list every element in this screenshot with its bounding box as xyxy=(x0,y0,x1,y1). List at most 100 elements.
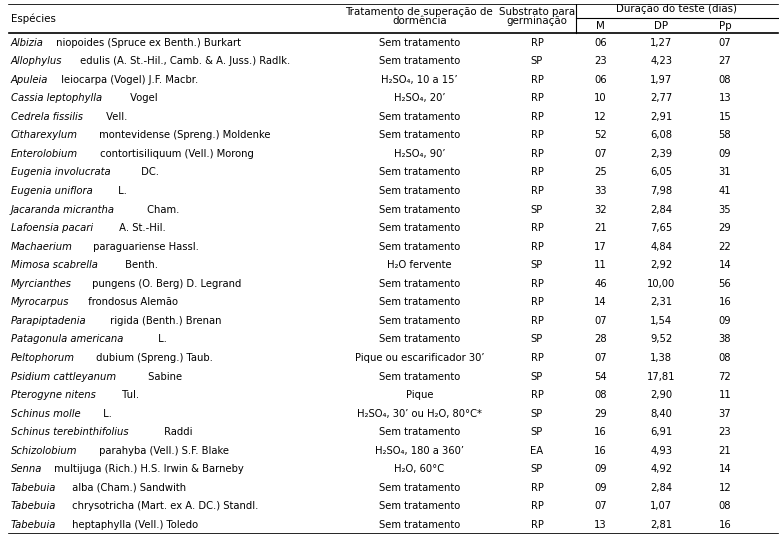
Text: Pique: Pique xyxy=(406,390,433,400)
Text: Sem tratamento: Sem tratamento xyxy=(378,520,460,530)
Text: 21: 21 xyxy=(594,223,607,233)
Text: Sem tratamento: Sem tratamento xyxy=(378,427,460,437)
Text: 56: 56 xyxy=(719,279,731,289)
Text: RP: RP xyxy=(530,483,543,493)
Text: 35: 35 xyxy=(719,205,731,215)
Text: 8,40: 8,40 xyxy=(651,409,673,419)
Text: 13: 13 xyxy=(594,520,607,530)
Text: 07: 07 xyxy=(594,353,607,363)
Text: 72: 72 xyxy=(719,372,731,381)
Text: SP: SP xyxy=(531,260,543,270)
Text: 37: 37 xyxy=(719,409,731,419)
Text: Tul.: Tul. xyxy=(120,390,139,400)
Text: 1,97: 1,97 xyxy=(650,75,673,85)
Text: SP: SP xyxy=(531,409,543,419)
Text: 7,98: 7,98 xyxy=(650,186,673,196)
Text: 17: 17 xyxy=(594,242,607,252)
Text: Sem tratamento: Sem tratamento xyxy=(378,56,460,66)
Text: 09: 09 xyxy=(594,465,607,474)
Text: SP: SP xyxy=(531,372,543,381)
Text: 52: 52 xyxy=(594,130,607,140)
Text: 31: 31 xyxy=(719,168,731,177)
Text: Sem tratamento: Sem tratamento xyxy=(378,223,460,233)
Text: niopoides (Spruce ex Benth.) Burkart: niopoides (Spruce ex Benth.) Burkart xyxy=(52,38,241,48)
Text: 6,05: 6,05 xyxy=(650,168,673,177)
Text: Tratamento de superação de: Tratamento de superação de xyxy=(346,6,493,17)
Text: Sem tratamento: Sem tratamento xyxy=(378,242,460,252)
Text: 2,39: 2,39 xyxy=(650,149,673,159)
Text: L.: L. xyxy=(100,409,112,419)
Text: contortisiliquum (Vell.) Morong: contortisiliquum (Vell.) Morong xyxy=(96,149,253,159)
Text: 12: 12 xyxy=(594,112,607,122)
Text: 2,84: 2,84 xyxy=(650,205,673,215)
Text: 2,81: 2,81 xyxy=(650,520,673,530)
Text: Sem tratamento: Sem tratamento xyxy=(378,279,460,289)
Text: Pp: Pp xyxy=(719,21,731,31)
Text: H₂O, 60°C: H₂O, 60°C xyxy=(394,465,444,474)
Text: 1,38: 1,38 xyxy=(650,353,673,363)
Text: Lafoensia pacari: Lafoensia pacari xyxy=(10,223,93,233)
Text: Vogel: Vogel xyxy=(127,93,158,103)
Text: Albizia: Albizia xyxy=(10,38,44,48)
Text: 09: 09 xyxy=(719,149,731,159)
Text: multijuga (Rich.) H.S. Irwin & Barneby: multijuga (Rich.) H.S. Irwin & Barneby xyxy=(51,465,243,474)
Text: Mimosa scabrella: Mimosa scabrella xyxy=(10,260,98,270)
Text: RP: RP xyxy=(530,520,543,530)
Text: RP: RP xyxy=(530,502,543,511)
Text: Parapiptadenia: Parapiptadenia xyxy=(10,316,86,326)
Text: RP: RP xyxy=(530,149,543,159)
Text: Cedrela fissilis: Cedrela fissilis xyxy=(10,112,83,122)
Text: montevidense (Spreng.) Moldenke: montevidense (Spreng.) Moldenke xyxy=(96,130,271,140)
Text: Sem tratamento: Sem tratamento xyxy=(378,335,460,344)
Text: Vell.: Vell. xyxy=(102,112,127,122)
Text: RP: RP xyxy=(530,75,543,85)
Text: 32: 32 xyxy=(594,205,607,215)
Text: 06: 06 xyxy=(594,38,607,48)
Text: 2,84: 2,84 xyxy=(650,483,673,493)
Text: RP: RP xyxy=(530,130,543,140)
Text: Tabebuia: Tabebuia xyxy=(10,520,56,530)
Text: A. St.-Hil.: A. St.-Hil. xyxy=(116,223,166,233)
Text: 11: 11 xyxy=(594,260,607,270)
Text: edulis (A. St.-Hil., Camb. & A. Juss.) Radlk.: edulis (A. St.-Hil., Camb. & A. Juss.) R… xyxy=(77,56,290,66)
Text: EA: EA xyxy=(530,446,543,456)
Text: Jacaranda micrantha: Jacaranda micrantha xyxy=(10,205,114,215)
Text: Sem tratamento: Sem tratamento xyxy=(378,168,460,177)
Text: H₂O fervente: H₂O fervente xyxy=(387,260,452,270)
Text: Citharexylum: Citharexylum xyxy=(10,130,77,140)
Text: 16: 16 xyxy=(594,427,607,437)
Text: RP: RP xyxy=(530,316,543,326)
Text: H₂SO₄, 30’ ou H₂O, 80°C*: H₂SO₄, 30’ ou H₂O, 80°C* xyxy=(357,409,482,419)
Text: 22: 22 xyxy=(719,242,731,252)
Text: 1,54: 1,54 xyxy=(650,316,673,326)
Text: 11: 11 xyxy=(719,390,731,400)
Text: Eugenia involucrata: Eugenia involucrata xyxy=(10,168,110,177)
Text: 10,00: 10,00 xyxy=(647,279,676,289)
Text: L.: L. xyxy=(155,335,167,344)
Text: heptaphylla (Vell.) Toledo: heptaphylla (Vell.) Toledo xyxy=(69,520,198,530)
Text: dubium (Spreng.) Taub.: dubium (Spreng.) Taub. xyxy=(92,353,213,363)
Text: 6,08: 6,08 xyxy=(650,130,673,140)
Text: SP: SP xyxy=(531,335,543,344)
Text: 6,91: 6,91 xyxy=(650,427,673,437)
Text: pungens (O. Berg) D. Legrand: pungens (O. Berg) D. Legrand xyxy=(88,279,241,289)
Text: Eugenia uniflora: Eugenia uniflora xyxy=(10,186,92,196)
Text: 07: 07 xyxy=(719,38,731,48)
Text: Schizolobium: Schizolobium xyxy=(10,446,77,456)
Text: 1,07: 1,07 xyxy=(650,502,673,511)
Text: Schinus terebinthifolius: Schinus terebinthifolius xyxy=(10,427,128,437)
Text: 17,81: 17,81 xyxy=(647,372,676,381)
Text: 25: 25 xyxy=(594,168,607,177)
Text: rigida (Benth.) Brenan: rigida (Benth.) Brenan xyxy=(107,316,222,326)
Text: Enterolobium: Enterolobium xyxy=(10,149,77,159)
Text: 29: 29 xyxy=(594,409,607,419)
Text: chrysotricha (Mart. ex A. DC.) Standl.: chrysotricha (Mart. ex A. DC.) Standl. xyxy=(69,502,258,511)
Text: Espécies: Espécies xyxy=(10,13,56,24)
Text: 14: 14 xyxy=(719,465,731,474)
Text: 41: 41 xyxy=(719,186,731,196)
Text: 08: 08 xyxy=(719,353,731,363)
Text: H₂SO₄, 180 a 360’: H₂SO₄, 180 a 360’ xyxy=(375,446,464,456)
Text: RP: RP xyxy=(530,112,543,122)
Text: RP: RP xyxy=(530,38,543,48)
Text: 08: 08 xyxy=(719,502,731,511)
